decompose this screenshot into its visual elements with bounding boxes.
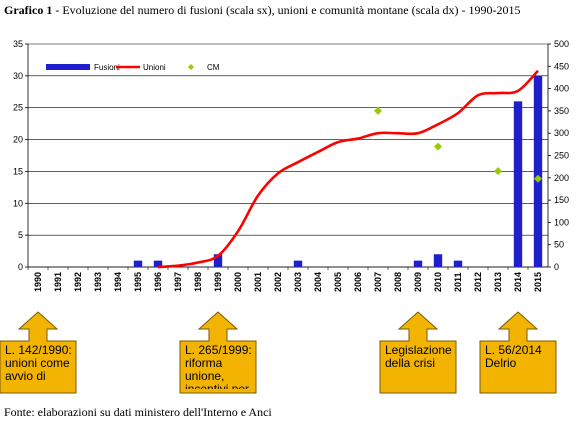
x-tick-label: 1997 xyxy=(173,272,183,292)
callout-2014: L. 56/2014 Delrio xyxy=(479,311,557,394)
chart: 0510152025303505010015020025030035040045… xyxy=(13,39,569,292)
point-cm xyxy=(434,142,442,151)
callout-2009: Legislazione della crisi xyxy=(379,311,457,394)
x-tick-label: 2011 xyxy=(453,272,463,292)
bar-fusioni xyxy=(533,75,543,267)
y-right-tick-label: 400 xyxy=(554,84,569,94)
y-right-tick-label: 100 xyxy=(554,217,569,227)
bar-fusioni xyxy=(513,101,523,267)
x-tick-label: 1995 xyxy=(133,272,143,292)
legend-swatch-fusioni xyxy=(46,64,90,70)
x-tick-label: 1999 xyxy=(213,272,223,292)
x-tick-label: 2014 xyxy=(513,272,523,292)
x-tick-label: 2012 xyxy=(473,272,483,292)
point-cm xyxy=(374,106,382,115)
callout-arrow-shape xyxy=(0,311,77,394)
y-left-tick-label: 25 xyxy=(13,103,23,113)
x-tick-label: 1998 xyxy=(193,272,203,292)
x-tick-label: 2003 xyxy=(293,272,303,292)
bar-fusioni xyxy=(153,260,163,267)
x-tick-label: 2013 xyxy=(493,272,503,292)
x-tick-label: 2010 xyxy=(433,272,443,292)
line-unioni xyxy=(157,69,539,269)
y-left-tick-label: 30 xyxy=(13,71,23,81)
y-right-tick-label: 0 xyxy=(554,262,559,272)
x-tick-label: 2004 xyxy=(313,272,323,292)
y-right-tick-label: 350 xyxy=(554,106,569,116)
bar-fusioni xyxy=(413,260,423,267)
callout-arrow-body xyxy=(179,311,257,394)
bar-fusioni xyxy=(453,260,463,267)
x-tick-label: 1993 xyxy=(93,272,103,292)
y-right-tick-label: 50 xyxy=(554,240,564,250)
y-left-tick-label: 0 xyxy=(18,262,23,272)
callout-arrow-body xyxy=(379,311,457,394)
callout-text: Legislazione della crisi xyxy=(385,344,452,370)
callout-1999: L. 265/1999: riforma unione, incentivi p… xyxy=(179,311,257,394)
x-tick-label: 1996 xyxy=(153,272,163,292)
legend-label-cm: CM xyxy=(207,63,220,72)
y-right-tick-label: 500 xyxy=(554,39,569,49)
chart-title: Grafico 1 - Evoluzione del numero di fus… xyxy=(4,3,578,18)
y-left-tick-label: 15 xyxy=(13,166,23,176)
callout-text: L. 265/1999: riforma unione, incentivi p… xyxy=(185,344,252,389)
point-cm xyxy=(494,167,502,176)
y-left-tick-label: 35 xyxy=(13,39,23,49)
legend-label-fusioni: Fusioni xyxy=(94,63,120,72)
y-right-tick-label: 150 xyxy=(554,195,569,205)
legend-swatch-cm xyxy=(188,64,194,70)
callout-arrow-body xyxy=(479,311,557,394)
bar-fusioni xyxy=(133,260,143,267)
callout-text: L. 142/1990: unioni come avvio di xyxy=(5,344,72,383)
x-tick-label: 2015 xyxy=(533,272,543,292)
callout-arrow-body xyxy=(0,311,77,394)
y-right-tick-label: 250 xyxy=(554,151,569,161)
x-tick-label: 2002 xyxy=(273,272,283,292)
chart-title-label: Grafico 1 xyxy=(4,3,53,17)
y-right-tick-label: 450 xyxy=(554,61,569,71)
callout-text: L. 56/2014 Delrio xyxy=(485,344,542,370)
chart-title-text: - Evoluzione del numero di fusioni (scal… xyxy=(55,3,521,17)
x-tick-label: 2001 xyxy=(253,272,263,292)
x-tick-label: 2000 xyxy=(233,272,243,292)
x-tick-label: 1992 xyxy=(73,272,83,292)
y-right-tick-label: 300 xyxy=(554,128,569,138)
bar-fusioni xyxy=(213,254,223,267)
callout-arrow-shape xyxy=(479,311,557,394)
x-tick-label: 2005 xyxy=(333,272,343,292)
bar-fusioni xyxy=(433,254,443,267)
x-tick-label: 1990 xyxy=(33,272,43,292)
y-left-tick-label: 20 xyxy=(13,135,23,145)
x-tick-label: 2006 xyxy=(353,272,363,292)
x-tick-label: 1991 xyxy=(53,272,63,292)
callout-arrow-shape xyxy=(379,311,457,394)
x-tick-label: 2007 xyxy=(373,272,383,292)
x-tick-label: 2009 xyxy=(413,272,423,292)
point-cm xyxy=(534,174,542,183)
source-note: Fonte: elaborazioni su dati ministero de… xyxy=(4,405,272,419)
x-tick-label: 1994 xyxy=(113,272,123,292)
y-left-tick-label: 5 xyxy=(18,230,23,240)
legend-label-unioni: Unioni xyxy=(143,63,166,72)
y-left-tick-label: 10 xyxy=(13,198,23,208)
x-tick-label: 2008 xyxy=(393,272,403,292)
callout-1990: L. 142/1990: unioni come avvio di xyxy=(0,311,77,394)
y-right-tick-label: 200 xyxy=(554,173,569,183)
callout-arrow-shape xyxy=(179,311,257,394)
bar-fusioni xyxy=(293,260,303,267)
